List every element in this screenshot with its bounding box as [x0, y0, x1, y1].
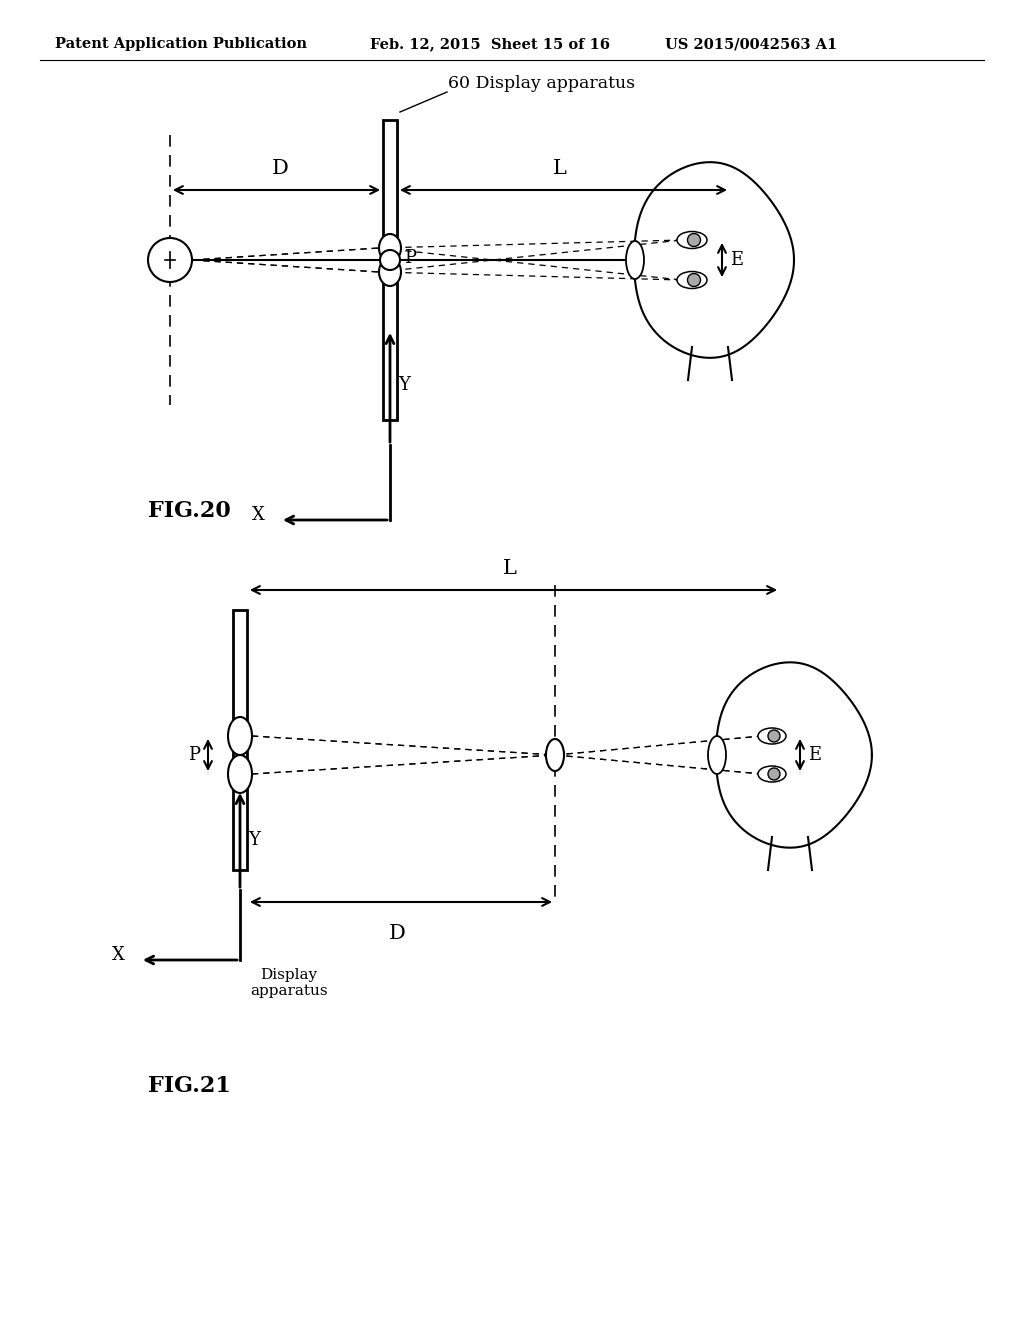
- Ellipse shape: [677, 231, 707, 248]
- Ellipse shape: [768, 768, 780, 780]
- Ellipse shape: [758, 729, 786, 744]
- Text: E: E: [730, 251, 743, 269]
- Ellipse shape: [687, 234, 700, 247]
- Text: E: E: [808, 746, 821, 764]
- Ellipse shape: [379, 234, 401, 261]
- Text: P: P: [188, 746, 200, 764]
- Circle shape: [380, 249, 400, 271]
- Ellipse shape: [687, 273, 700, 286]
- Circle shape: [148, 238, 193, 282]
- Ellipse shape: [768, 730, 780, 742]
- Ellipse shape: [379, 257, 401, 286]
- Bar: [383, 120, 397, 420]
- Text: D: D: [389, 924, 406, 942]
- Ellipse shape: [758, 766, 786, 781]
- Ellipse shape: [228, 755, 252, 793]
- Text: Feb. 12, 2015  Sheet 15 of 16: Feb. 12, 2015 Sheet 15 of 16: [370, 37, 610, 51]
- Text: Display
apparatus: Display apparatus: [250, 968, 328, 998]
- Text: L: L: [503, 558, 517, 578]
- Polygon shape: [716, 663, 871, 847]
- Text: X: X: [252, 506, 265, 524]
- Text: FIG.21: FIG.21: [148, 1074, 230, 1097]
- Text: Patent Application Publication: Patent Application Publication: [55, 37, 307, 51]
- Polygon shape: [634, 162, 794, 358]
- Text: FIG.20: FIG.20: [148, 500, 230, 521]
- Text: X: X: [112, 946, 125, 964]
- Ellipse shape: [626, 242, 644, 279]
- Text: L: L: [553, 158, 567, 178]
- Text: P: P: [404, 249, 416, 267]
- Text: 60 Display apparatus: 60 Display apparatus: [449, 75, 635, 92]
- Text: Y: Y: [398, 376, 410, 393]
- Ellipse shape: [546, 739, 564, 771]
- Text: D: D: [271, 158, 289, 178]
- Ellipse shape: [708, 737, 726, 774]
- Text: Y: Y: [248, 832, 260, 849]
- Ellipse shape: [677, 272, 707, 289]
- Bar: [233, 610, 247, 870]
- Ellipse shape: [228, 717, 252, 755]
- Text: US 2015/0042563 A1: US 2015/0042563 A1: [665, 37, 838, 51]
